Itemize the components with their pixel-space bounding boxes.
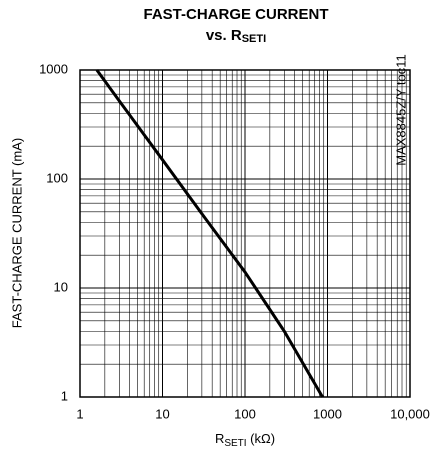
x-tick-label: 10 [155,406,169,421]
y-tick-label: 1 [61,388,68,403]
y-tick-label: 1000 [39,61,68,76]
y-tick-label: 10 [54,279,68,294]
subtitle-subscript: SETI [242,33,266,45]
x-label-subscript: SETI [224,438,246,449]
x-tick-label: 1 [76,406,83,421]
x-label-text: R [215,431,224,446]
subtitle-text: vs. R [206,27,242,44]
x-tick-label: 1000 [313,406,342,421]
x-tick-label: 100 [234,406,256,421]
plot-frame [79,69,411,398]
x-tick-label: 10,000 [390,406,430,421]
y-tick-label: 100 [46,170,68,185]
y-axis-label: FAST-CHARGE CURRENT (mA) [9,138,24,328]
chart-title: FAST-CHARGE CURRENT [143,6,328,23]
chart-subtitle: vs. RSETI [206,27,266,45]
x-axis-label: RSETI (kΩ) [215,431,275,448]
data-line [95,69,324,398]
x-label-unit: (kΩ) [247,431,276,446]
